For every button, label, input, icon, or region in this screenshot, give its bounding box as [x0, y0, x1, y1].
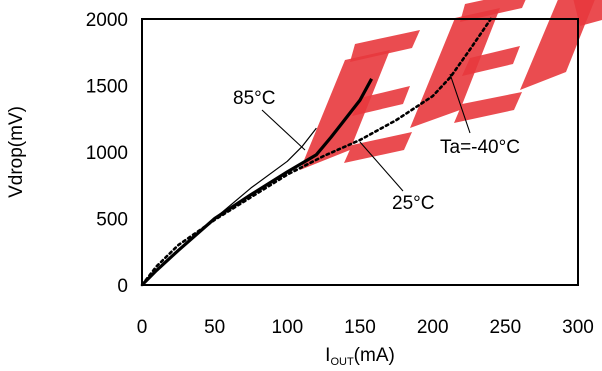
x-tick-label: 200 — [417, 317, 449, 338]
x-axis-label: IOUT(mA) — [325, 345, 395, 368]
annotation-label: Ta=-40°C — [440, 137, 520, 158]
x-tick-label: 250 — [489, 317, 521, 338]
watermark-shape — [352, 86, 410, 116]
series-line-2 — [140, 17, 493, 287]
watermark-shape — [350, 30, 420, 62]
watermark-shape — [520, 0, 595, 90]
y-axis-label: Vdrop(mV) — [6, 106, 27, 198]
plot-frame — [141, 18, 579, 286]
x-tick-label: 0 — [137, 317, 148, 338]
watermark-shape — [344, 132, 412, 163]
annotation-label: 25°C — [392, 193, 434, 214]
y-tick-label: 0 — [117, 276, 128, 297]
x-axis-label-main: I — [325, 345, 330, 366]
watermark-shape — [462, 46, 520, 76]
x-axis-label-sub: OUT — [330, 356, 354, 368]
annotation-leader — [449, 73, 471, 134]
watermark-shape — [300, 50, 390, 170]
y-tick-label: 2000 — [86, 10, 128, 31]
x-tick-label: 50 — [204, 317, 225, 338]
annotations: 85°C 25°C Ta=-40°C — [233, 73, 520, 214]
y-tick-label: 500 — [96, 210, 128, 231]
series-lines — [140, 17, 493, 287]
x-axis-label-unit: (mA) — [354, 345, 395, 366]
y-tick-label: 1000 — [86, 143, 128, 164]
watermark-shape — [454, 92, 522, 123]
series-line-1 — [140, 78, 374, 287]
y-tick-label: 1500 — [86, 77, 128, 98]
watermark-shape — [460, 0, 526, 22]
annotation-leader — [261, 109, 306, 151]
annotation-label: 85°C — [233, 88, 275, 109]
x-tick-label: 300 — [562, 317, 594, 338]
x-tick-labels: 0 50 100 150 200 250 300 — [137, 317, 594, 338]
watermark-shape — [573, 0, 602, 26]
x-tick-label: 150 — [344, 317, 376, 338]
annotation-leader — [359, 141, 404, 192]
x-tick-label: 100 — [271, 317, 303, 338]
y-tick-labels: 0 500 1000 1500 2000 — [86, 10, 128, 297]
